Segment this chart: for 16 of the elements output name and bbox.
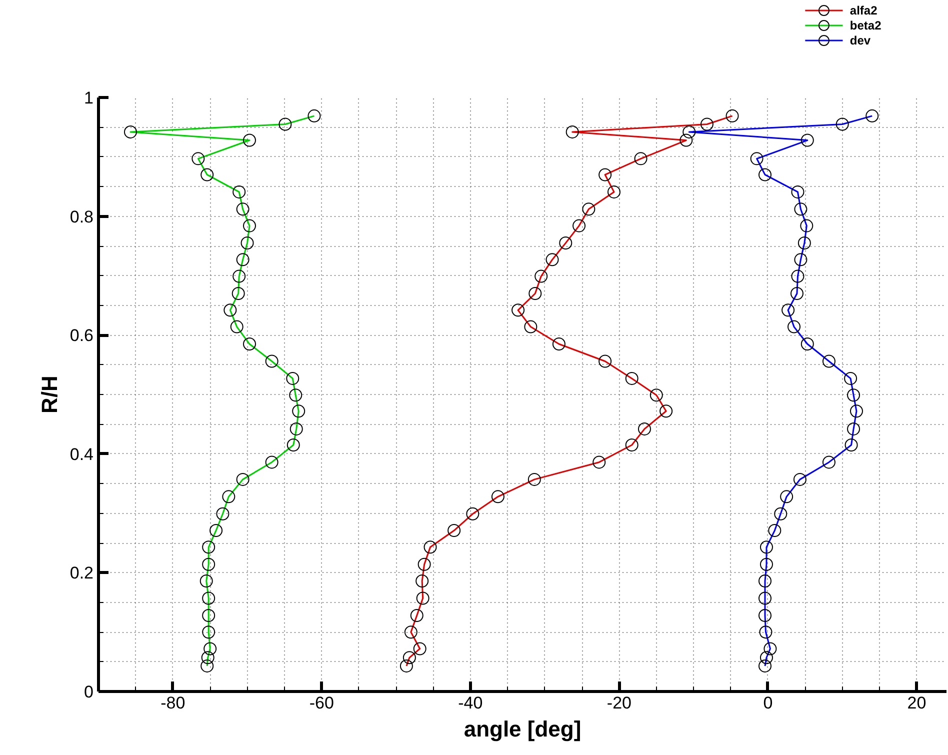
y-tick-label: 0.4 (70, 444, 94, 464)
y-tick-label: 0.8 (70, 207, 94, 226)
y-tick-label: 0.2 (70, 564, 94, 583)
y-axis-title: R/H (36, 376, 62, 414)
x-tick-label: 20 (907, 694, 926, 712)
x-tick-label: -80 (160, 694, 186, 712)
x-tick-label: 0 (763, 694, 773, 712)
x-axis-title: angle [deg] (464, 716, 582, 742)
legend-label: alfa2 (850, 4, 878, 18)
legend-label: beta2 (850, 18, 882, 32)
x-tick-label: -40 (458, 694, 483, 712)
x-tick-label: -20 (606, 694, 632, 712)
y-tick-label: 0.6 (70, 326, 94, 346)
legend-label: dev (850, 34, 871, 48)
x-tick-label: -60 (309, 694, 334, 712)
y-tick-label: 1 (84, 88, 94, 108)
